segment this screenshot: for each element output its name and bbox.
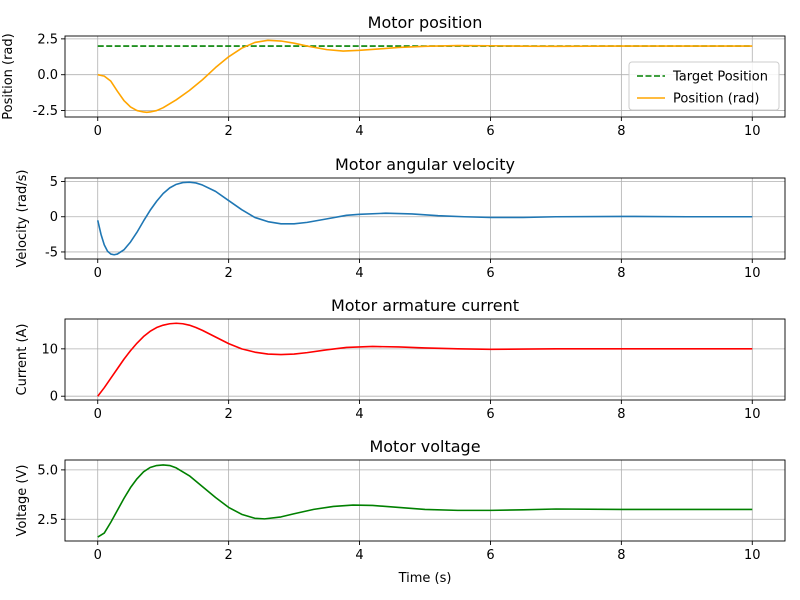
y-tick-label: 0.0	[37, 68, 58, 83]
x-tick-label: 10	[744, 124, 761, 139]
series-line-motor-voltage-0	[97, 464, 753, 538]
y-axis-label: Current (A)	[15, 324, 30, 396]
subplot-motor-voltage: 0 2 4 6 8 10 2.5 5.0 Motor voltage Voltage (V)	[15, 437, 786, 563]
x-tick-label: 4	[355, 266, 363, 281]
y-tick-label: 0	[50, 390, 58, 405]
y-tick-label: -5	[45, 245, 58, 260]
subplot-title: Motor angular velocity	[335, 155, 515, 174]
subplot-title: Motor armature current	[331, 296, 519, 315]
x-tick-label: 0	[94, 266, 102, 281]
x-tick-label: 8	[617, 266, 625, 281]
x-tick-label: 0	[94, 124, 102, 139]
x-tick-label: 10	[744, 548, 761, 563]
x-tick-label: 6	[486, 266, 494, 281]
axes-frame	[64, 459, 786, 542]
subplot-title: Motor voltage	[369, 437, 480, 456]
y-tick-label: 5.0	[37, 463, 58, 478]
legend-box	[628, 61, 780, 111]
axes-frame	[64, 177, 786, 260]
x-tick-label: 2	[224, 548, 232, 563]
x-tick-label: 4	[355, 407, 363, 422]
y-tick-label: 2.5	[37, 32, 58, 47]
x-tick-label: 10	[744, 407, 761, 422]
y-axis-label: Voltage (V)	[15, 465, 30, 537]
x-tick-label: 8	[617, 124, 625, 139]
x-tick-label: 8	[617, 548, 625, 563]
series-line-motor-armature-current-0	[97, 322, 753, 397]
x-tick-label: 2	[224, 266, 232, 281]
x-tick-label: 4	[355, 124, 363, 139]
legend: Target Position Position (rad)	[628, 61, 780, 111]
subplot-title: Motor position	[368, 13, 483, 32]
y-axis-label: Velocity (rad/s)	[15, 170, 30, 268]
x-tick-label: 2	[224, 124, 232, 139]
figure-xlabel: Time (s)	[398, 571, 452, 586]
x-tick-label: 4	[355, 548, 363, 563]
x-tick-label: 6	[486, 407, 494, 422]
legend-label-target-position: Target Position	[672, 70, 768, 85]
y-tick-label: 10	[41, 342, 58, 357]
x-tick-label: 0	[94, 548, 102, 563]
axes-frame	[64, 35, 786, 118]
x-tick-label: 6	[486, 548, 494, 563]
x-tick-label: 10	[744, 266, 761, 281]
y-tick-label: -2.5	[33, 104, 58, 119]
x-tick-label: 2	[224, 407, 232, 422]
subplot-motor-armature-current: 0 2 4 6 8 10 0 10 Motor armature current Current …	[15, 296, 786, 422]
y-tick-label: 5	[50, 175, 58, 190]
subplot-motor-angular-velocity: 0 2 4 6 8 10 -5 0 5 Motor angular velocity Velocit…	[15, 155, 786, 281]
y-tick-label: 0	[50, 210, 58, 225]
x-tick-label: 6	[486, 124, 494, 139]
series-line-motor-angular-velocity-0	[96, 181, 753, 256]
y-axis-label: Position (rad)	[1, 33, 16, 119]
x-tick-label: 0	[94, 407, 102, 422]
series-line-position-rad	[97, 39, 753, 114]
x-tick-label: 8	[617, 407, 625, 422]
y-tick-label: 2.5	[37, 513, 58, 528]
legend-label-position-rad: Position (rad)	[673, 92, 759, 107]
subplot-motor-position: 0 2 4 6 8 10 -2.5 0.0 2.5 Motor position Position …	[1, 13, 786, 139]
axes-frame	[64, 318, 786, 401]
